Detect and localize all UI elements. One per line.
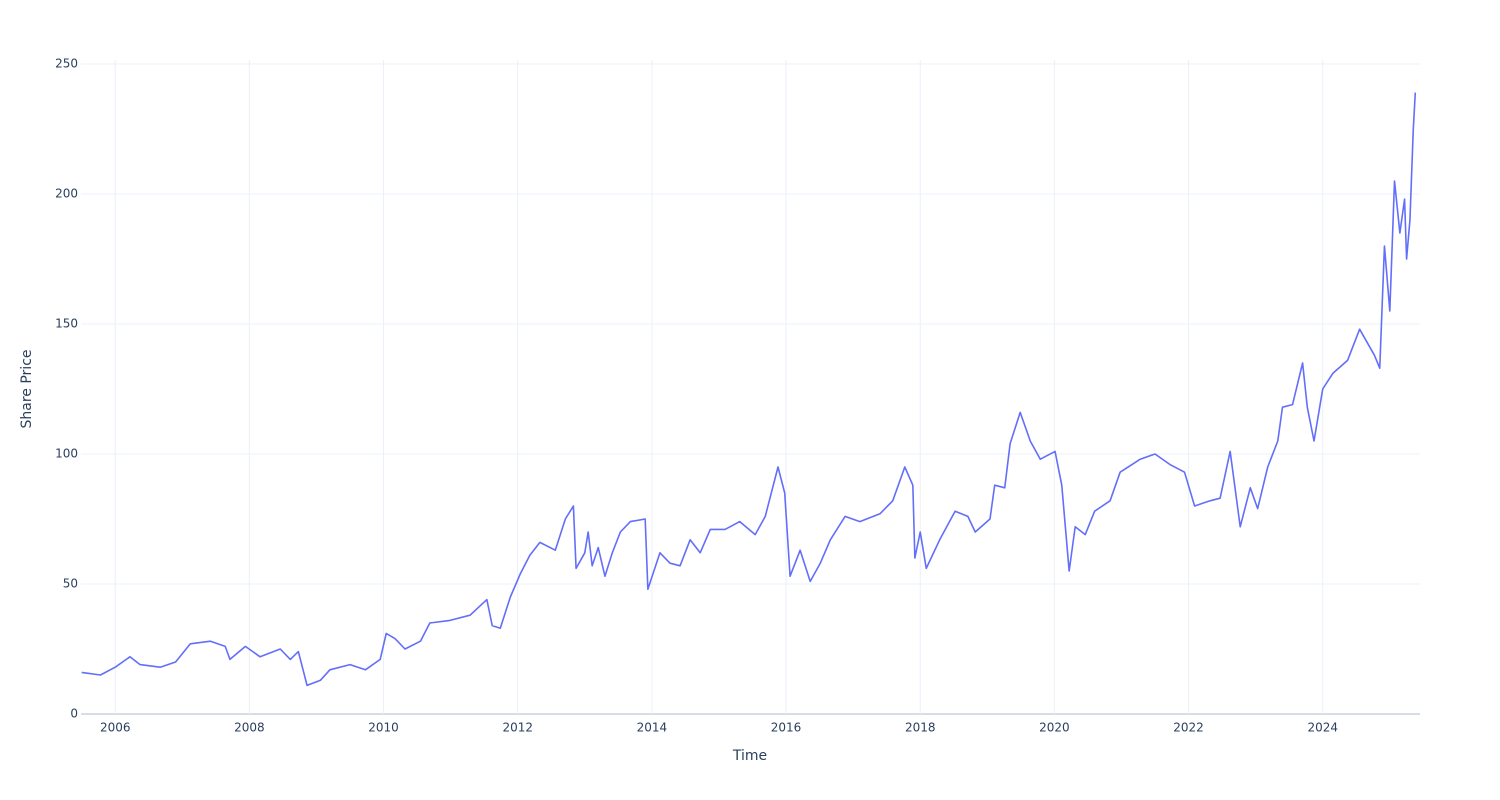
x-tick-label: 2016: [771, 721, 802, 735]
y-axis-title: Share Price: [19, 349, 35, 428]
x-tick-label: 2014: [637, 721, 668, 735]
x-tick-label: 2020: [1039, 721, 1070, 735]
y-tick-label: 150: [55, 317, 78, 331]
price-line: [81, 92, 1417, 687]
y-tick-label: 50: [63, 577, 78, 591]
x-tick-label: 2022: [1173, 721, 1204, 735]
x-tick-label: 2006: [100, 721, 131, 735]
x-tick-label: 2008: [234, 721, 265, 735]
x-tick-label: 2010: [368, 721, 399, 735]
x-axis-title: Time: [732, 748, 767, 764]
x-tick-label: 2024: [1307, 721, 1338, 735]
y-tick-label: 100: [55, 447, 78, 461]
y-tick-label: 250: [55, 57, 78, 71]
y-tick-label: 200: [55, 187, 78, 201]
x-tick-label: 2012: [502, 721, 533, 735]
y-tick-label: 0: [70, 707, 78, 721]
x-tick-label: 2018: [905, 721, 936, 735]
